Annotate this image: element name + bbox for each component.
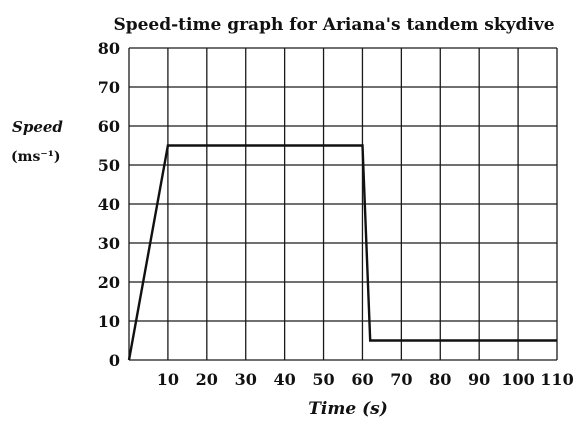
x-tick-label: 100 [501,370,534,389]
tick-labels: 10 20 30 40 50 60 70 80 90 100 110 0 10 20 30 40 50 60 70 8… [98,39,574,389]
y-tick-label: 50 [98,156,120,175]
y-tick-label: 60 [98,117,120,136]
x-tick-label: 80 [429,370,451,389]
y-tick-label: 40 [98,195,120,214]
y-tick-label: 10 [98,312,120,331]
x-tick-label: 90 [468,370,490,389]
x-axis-label: Time (s) [308,399,388,419]
x-tick-label: 60 [351,370,373,389]
x-tick-label: 30 [235,370,257,389]
y-tick-label: 0 [109,351,120,370]
x-tick-label: 10 [157,370,179,389]
y-tick-label: 30 [98,234,120,253]
x-tick-label: 110 [540,370,573,389]
grid [128,47,558,361]
speed-series-line [127,144,557,361]
series-layer [127,144,557,361]
x-tick-label: 70 [390,370,412,389]
chart-title: Speed-time graph for Ariana's tandem sky… [113,15,554,35]
y-tick-label: 20 [98,273,120,292]
y-tick-label: 80 [98,39,120,58]
x-tick-label: 20 [196,370,218,389]
y-axis-unit: (ms⁻¹) [11,149,60,165]
y-tick-label: 70 [98,78,120,97]
y-axis-label: Speed [12,118,63,136]
x-tick-label: 50 [312,370,334,389]
x-tick-label: 40 [274,370,296,389]
